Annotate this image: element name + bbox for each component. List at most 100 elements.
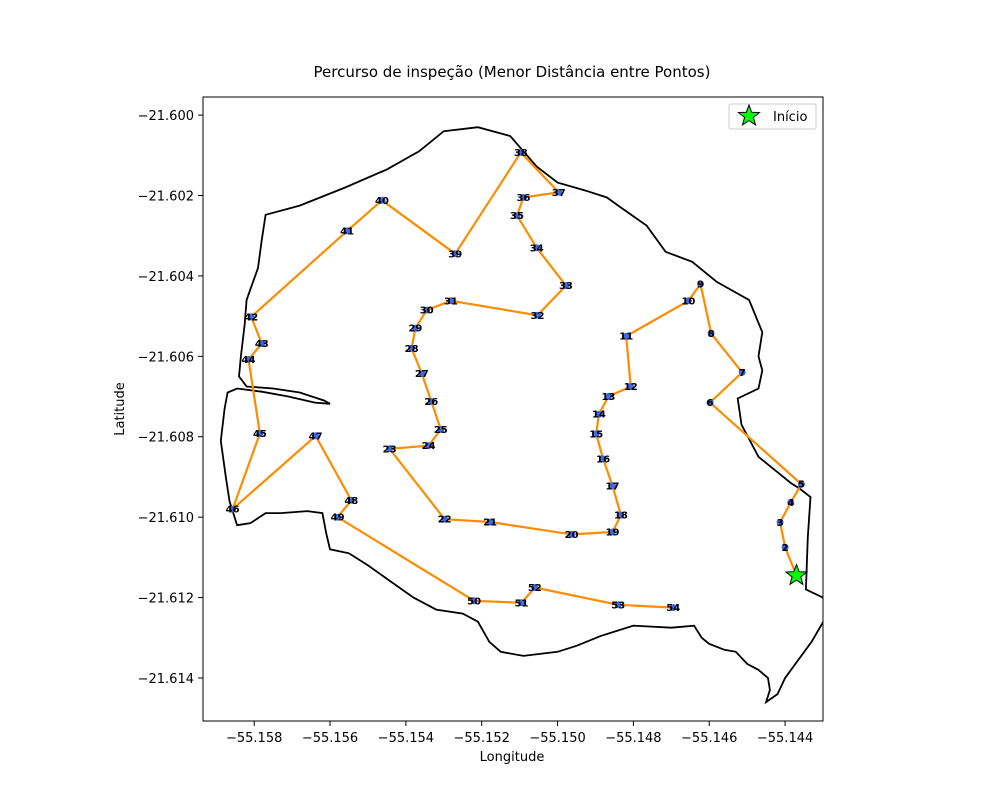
point-12 — [627, 383, 635, 390]
point-label-6: 6 — [707, 398, 714, 409]
point-label-50: 50 — [467, 596, 481, 607]
point-label-7: 7 — [739, 368, 746, 379]
point-51 — [518, 599, 525, 607]
y-tick-label: −21.608 — [138, 431, 194, 446]
point-33 — [562, 282, 570, 290]
point-35 — [513, 212, 521, 220]
point-label-54: 54 — [666, 603, 680, 614]
point-label-15: 15 — [589, 429, 603, 440]
point-label-10: 10 — [681, 296, 695, 307]
point-label-16: 16 — [596, 454, 610, 465]
point-3 — [776, 518, 784, 526]
point-4 — [787, 498, 795, 506]
point-19 — [609, 528, 616, 536]
x-tick-label: −55.148 — [605, 731, 661, 746]
point-27 — [418, 370, 426, 378]
point-37 — [555, 188, 563, 196]
point-24 — [425, 442, 433, 450]
point-42 — [247, 313, 255, 321]
x-tick-label: −55.156 — [302, 731, 358, 746]
point-34 — [533, 244, 541, 252]
point-8 — [707, 329, 715, 337]
start-marker — [784, 563, 809, 586]
point-label-8: 8 — [708, 329, 715, 340]
point-label-34: 34 — [530, 243, 544, 254]
point-18 — [617, 511, 625, 519]
point-label-48: 48 — [344, 496, 358, 507]
point-label-40: 40 — [375, 196, 389, 207]
point-label-17: 17 — [606, 481, 620, 492]
point-label-13: 13 — [601, 392, 615, 403]
plot-frame — [202, 96, 824, 722]
point-label-39: 39 — [448, 249, 462, 260]
point-49 — [334, 513, 342, 521]
point-2 — [781, 543, 789, 551]
boundary-outline — [219, 126, 823, 705]
y-tick-label: −21.612 — [138, 592, 194, 607]
point-14 — [595, 410, 603, 418]
point-29 — [411, 324, 419, 332]
point-6 — [706, 399, 714, 407]
point-22 — [441, 515, 449, 523]
chart-title: Percurso de inspeção (Menor Distância en… — [314, 63, 711, 81]
y-tick-label: −21.610 — [138, 511, 194, 526]
point-label-33: 33 — [559, 281, 573, 292]
point-39 — [451, 250, 459, 258]
point-label-38: 38 — [514, 148, 528, 159]
point-label-52: 52 — [528, 583, 542, 594]
point-label-41: 41 — [340, 226, 354, 237]
y-tick-label: −21.614 — [138, 672, 194, 687]
point-38 — [517, 149, 525, 156]
point-label-23: 23 — [383, 444, 397, 455]
point-25 — [437, 426, 445, 433]
point-41 — [343, 227, 351, 235]
point-label-24: 24 — [422, 441, 436, 452]
x-axis-label: Longitude — [480, 750, 545, 765]
point-45 — [256, 430, 264, 437]
point-label-30: 30 — [420, 306, 434, 317]
y-tick-label: −21.600 — [138, 109, 194, 124]
point-label-4: 4 — [787, 498, 794, 509]
point-label-35: 35 — [510, 211, 524, 222]
boundary-layer — [219, 126, 823, 705]
point-label-14: 14 — [592, 410, 606, 421]
point-53 — [614, 601, 622, 609]
point-47 — [312, 432, 320, 440]
point-54 — [669, 604, 677, 612]
point-label-36: 36 — [516, 193, 530, 204]
point-40 — [378, 196, 386, 204]
point-46 — [229, 505, 237, 513]
point-5 — [797, 480, 805, 488]
start-layer — [784, 563, 809, 586]
point-32 — [534, 311, 541, 319]
point-10 — [684, 297, 692, 305]
y-tick-label: −21.604 — [138, 270, 194, 285]
x-axis-ticks: −55.158 −55.156 −55.154 −55.152 −55.150 −55.1… — [226, 721, 813, 746]
x-tick-label: −55.158 — [226, 731, 282, 746]
point-label-26: 26 — [424, 397, 438, 408]
point-9 — [697, 280, 704, 288]
y-tick-label: −21.606 — [138, 350, 194, 365]
point-label-32: 32 — [531, 311, 545, 322]
x-tick-label: −55.150 — [529, 731, 585, 746]
point-15 — [592, 430, 600, 438]
point-label-18: 18 — [614, 511, 628, 522]
point-7 — [738, 368, 746, 376]
point-label-22: 22 — [438, 515, 452, 526]
point-label-29: 29 — [408, 324, 422, 335]
point-label-5: 5 — [798, 480, 805, 491]
point-44 — [245, 356, 252, 363]
point-label-28: 28 — [405, 344, 419, 355]
point-label-31: 31 — [444, 296, 458, 307]
point-label-47: 47 — [309, 431, 323, 442]
legend-star-icon — [737, 103, 761, 127]
point-17 — [609, 482, 616, 490]
point-label-37: 37 — [552, 188, 566, 199]
point-label-11: 11 — [619, 332, 633, 343]
point-label-9: 9 — [697, 280, 704, 291]
point-30 — [423, 306, 431, 314]
point-13 — [604, 393, 612, 400]
point-label-42: 42 — [244, 312, 258, 323]
x-tick-label: −55.152 — [454, 731, 510, 746]
